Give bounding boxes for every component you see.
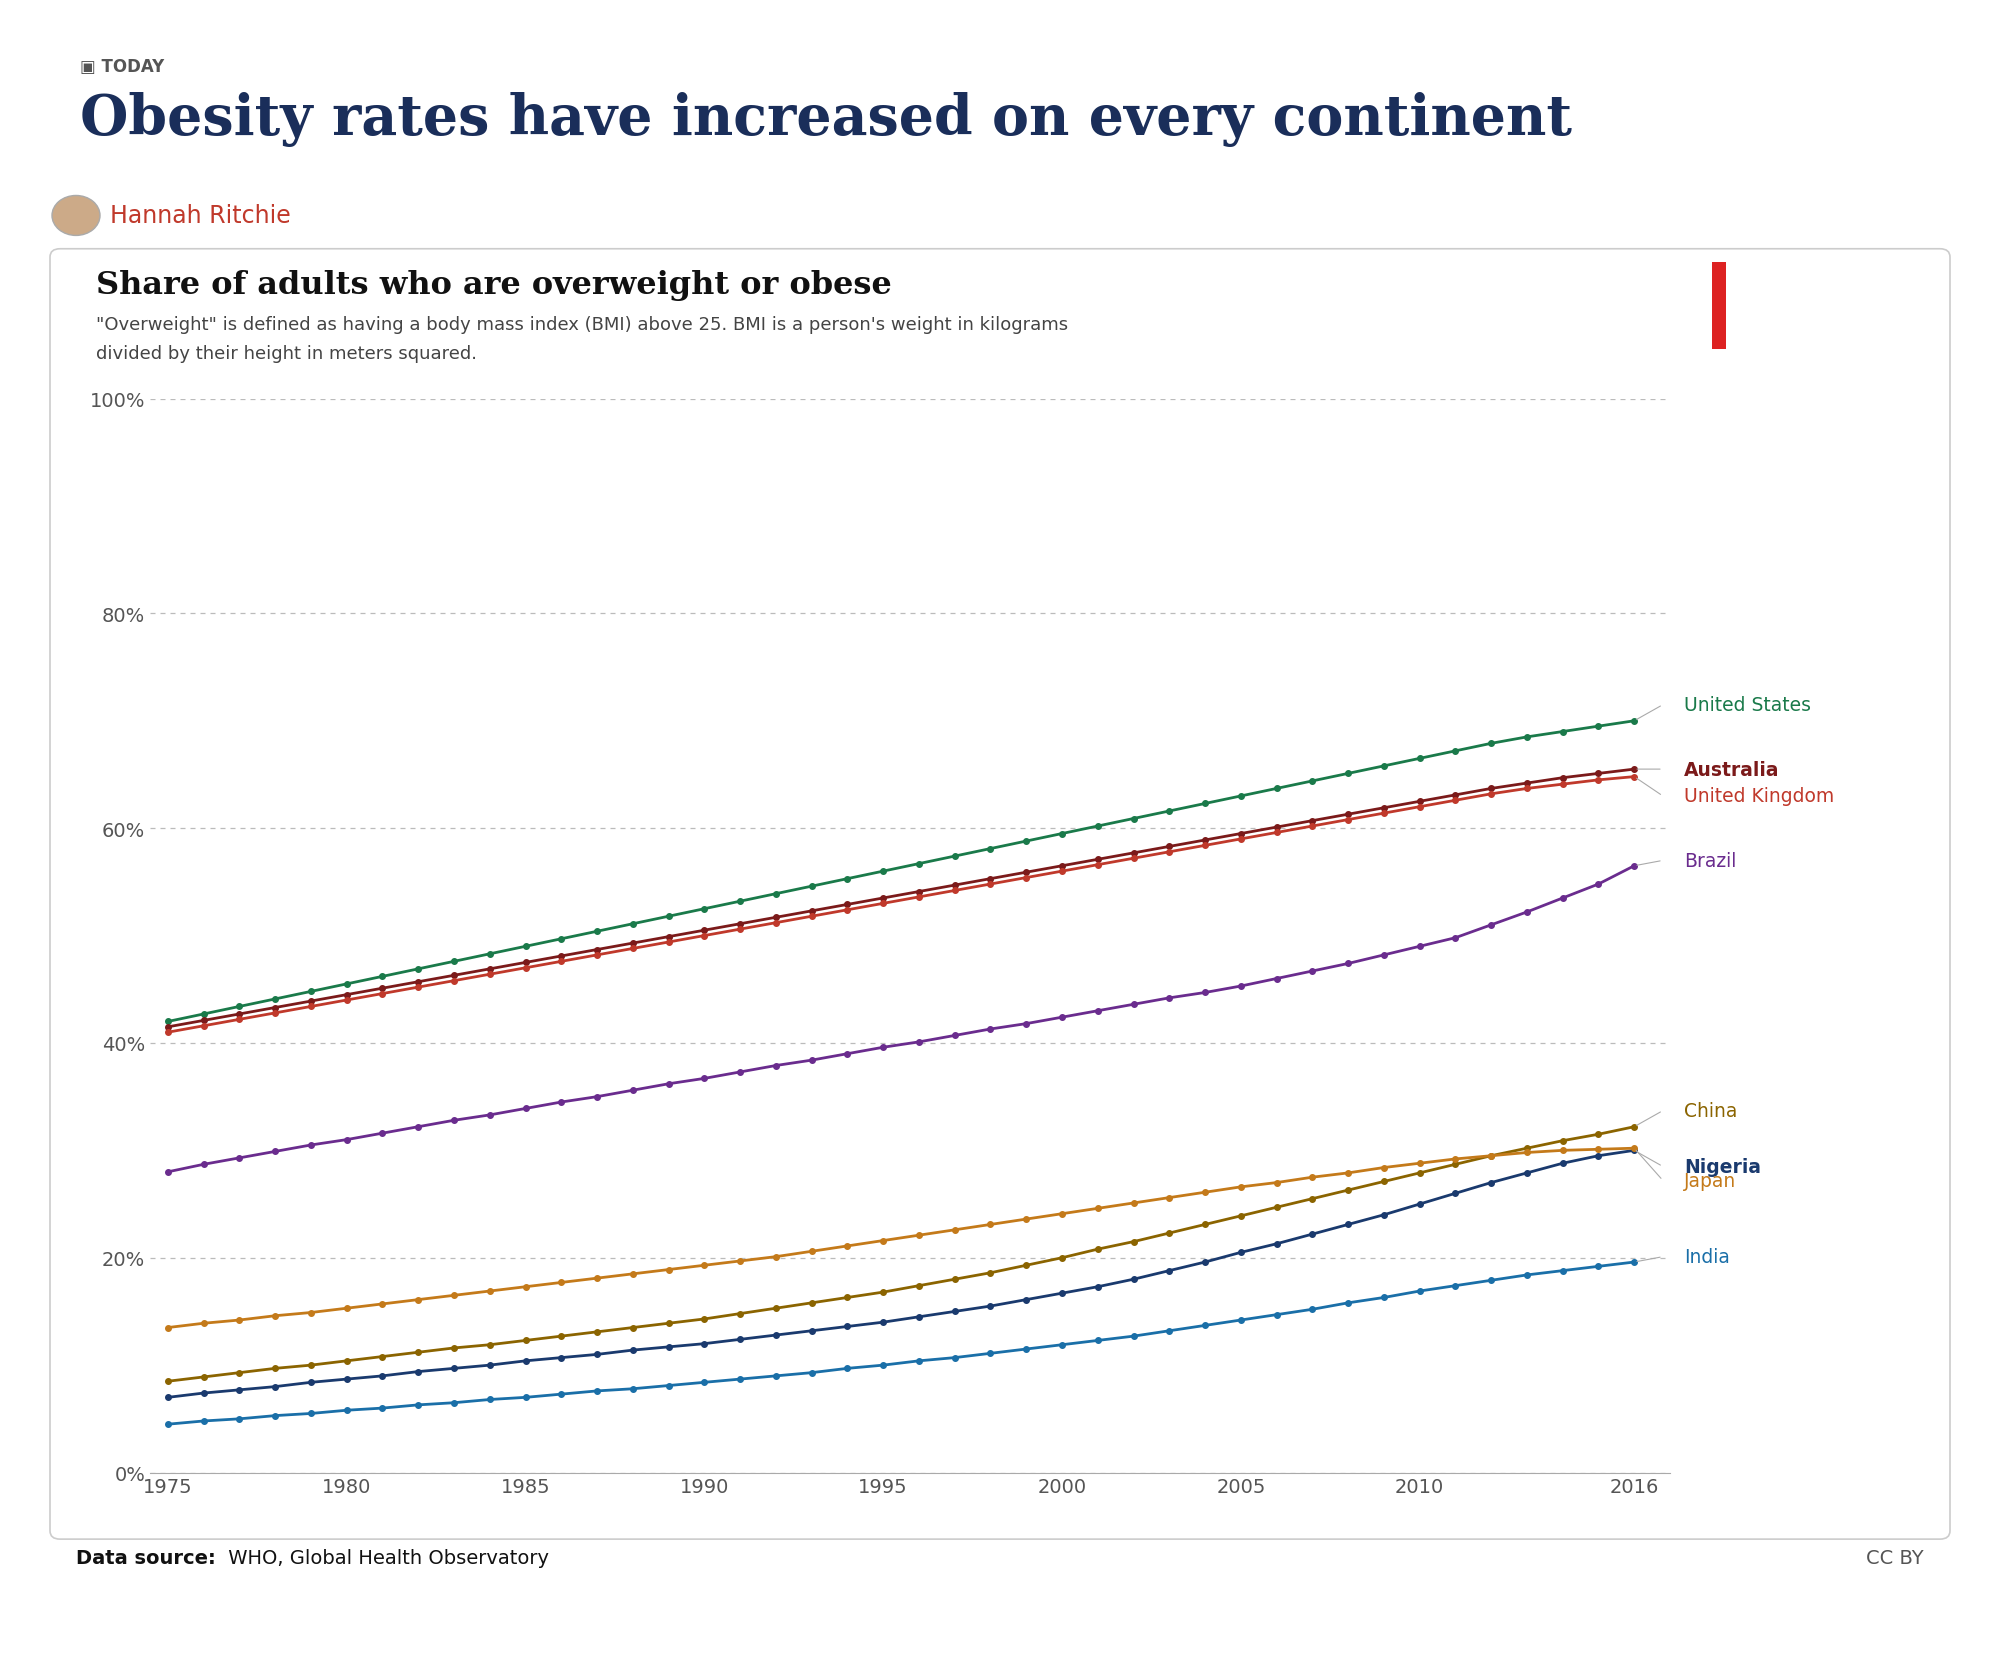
Text: Obesity rates have increased on every continent: Obesity rates have increased on every co… xyxy=(80,92,1572,146)
Text: divided by their height in meters squared.: divided by their height in meters square… xyxy=(96,344,478,363)
Text: CC BY: CC BY xyxy=(1866,1549,1924,1567)
Text: Australia: Australia xyxy=(1684,760,1780,779)
Text: Hannah Ritchie: Hannah Ritchie xyxy=(110,205,290,228)
Text: United States: United States xyxy=(1684,696,1812,716)
Text: India: India xyxy=(1684,1248,1730,1266)
Text: WHO, Global Health Observatory: WHO, Global Health Observatory xyxy=(222,1549,548,1567)
Bar xyxy=(1712,263,1726,349)
Text: Brazil: Brazil xyxy=(1684,852,1736,870)
Text: "Overweight" is defined as having a body mass index (BMI) above 25. BMI is a per: "Overweight" is defined as having a body… xyxy=(96,316,1068,334)
Text: Japan: Japan xyxy=(1684,1171,1736,1190)
Text: Nigeria: Nigeria xyxy=(1684,1156,1762,1176)
Text: China: China xyxy=(1684,1102,1738,1120)
Text: United Kingdom: United Kingdom xyxy=(1684,787,1834,805)
Text: Data source:: Data source: xyxy=(76,1549,216,1567)
Text: Share of adults who are overweight or obese: Share of adults who are overweight or ob… xyxy=(96,270,892,301)
Text: ▣ TODAY: ▣ TODAY xyxy=(80,58,164,77)
Text: Our World
in Data: Our World in Data xyxy=(1760,285,1862,324)
